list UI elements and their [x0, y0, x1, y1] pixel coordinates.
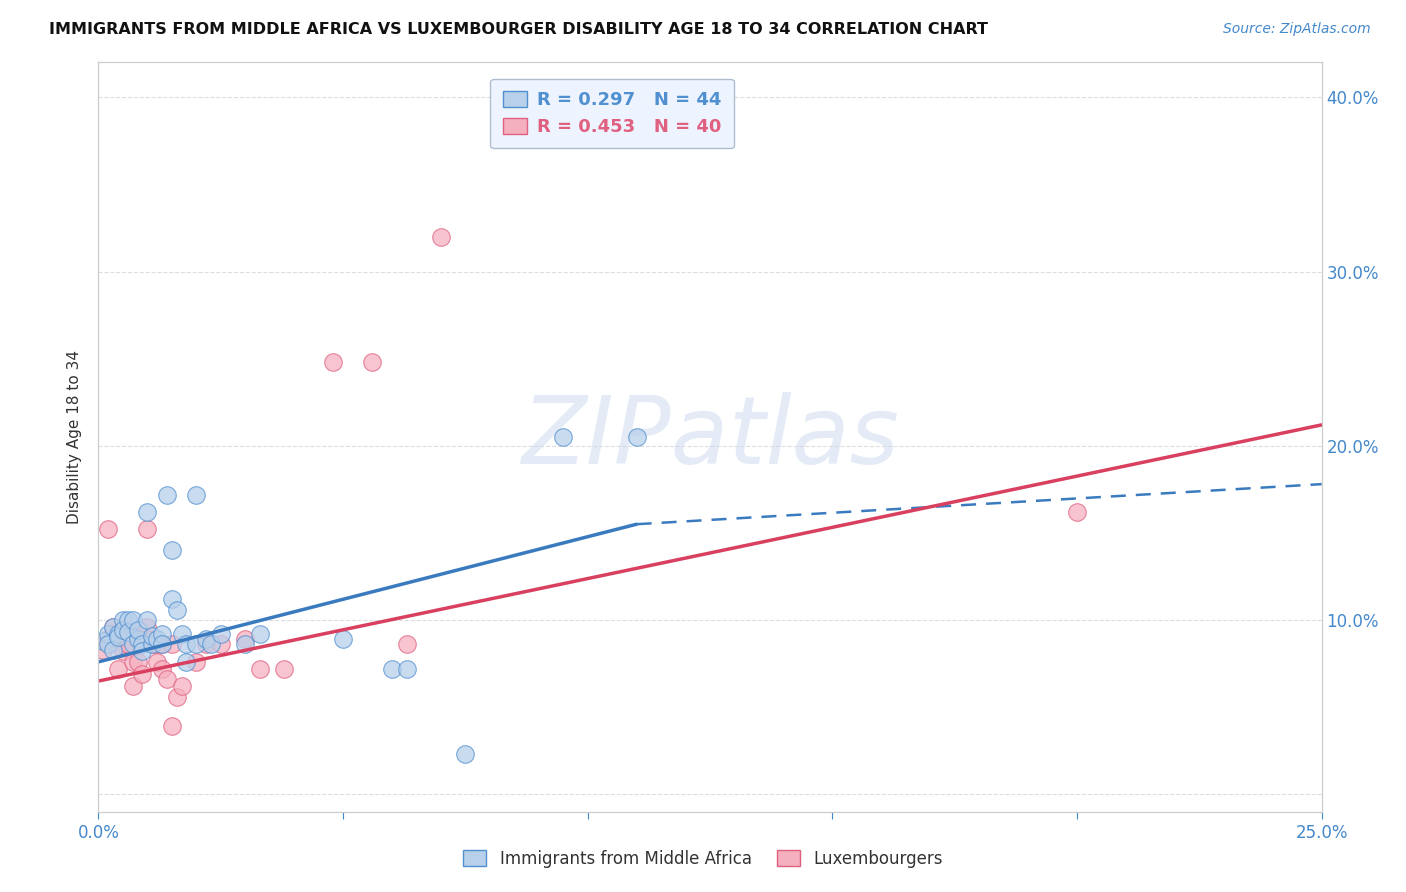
Point	[150, 662, 173, 676]
Point	[136, 632, 159, 647]
Point	[127, 655, 149, 669]
Point	[111, 613, 134, 627]
Point	[166, 602, 188, 616]
Point	[111, 644, 134, 658]
Point	[91, 642, 114, 657]
Point	[150, 627, 173, 641]
Point	[101, 627, 124, 641]
Point	[395, 662, 418, 676]
Point	[186, 487, 208, 501]
Text: Source: ZipAtlas.com: Source: ZipAtlas.com	[1223, 22, 1371, 37]
Point	[121, 679, 143, 693]
Point	[176, 637, 198, 651]
Legend: R = 0.297   N = 44, R = 0.453   N = 40: R = 0.297 N = 44, R = 0.453 N = 40	[491, 78, 734, 148]
Point	[136, 613, 159, 627]
Point	[1066, 505, 1088, 519]
Point	[322, 355, 344, 369]
Point	[273, 662, 295, 676]
Point	[200, 637, 222, 651]
Point	[97, 627, 120, 641]
Point	[233, 637, 256, 651]
Point	[101, 620, 124, 634]
Point	[381, 662, 404, 676]
Point	[107, 662, 129, 676]
Point	[454, 747, 477, 762]
Point	[111, 624, 134, 638]
Point	[121, 655, 143, 669]
Point	[121, 637, 143, 651]
Point	[170, 679, 193, 693]
Point	[97, 637, 120, 651]
Point	[186, 637, 208, 651]
Point	[160, 637, 183, 651]
Point	[150, 637, 173, 651]
Point	[176, 655, 198, 669]
Point	[127, 624, 149, 638]
Point	[136, 523, 159, 537]
Point	[233, 632, 256, 647]
Point	[146, 632, 169, 647]
Point	[101, 620, 124, 634]
Point	[146, 655, 169, 669]
Text: ZIPatlas: ZIPatlas	[522, 392, 898, 483]
Point	[160, 719, 183, 733]
Point	[117, 637, 139, 651]
Point	[160, 592, 183, 607]
Text: IMMIGRANTS FROM MIDDLE AFRICA VS LUXEMBOURGER DISABILITY AGE 18 TO 34 CORRELATIO: IMMIGRANTS FROM MIDDLE AFRICA VS LUXEMBO…	[49, 22, 988, 37]
Point	[97, 523, 120, 537]
Point	[136, 505, 159, 519]
Point	[170, 627, 193, 641]
Point	[91, 634, 114, 648]
Point	[107, 631, 129, 645]
Point	[127, 632, 149, 647]
Point	[101, 642, 124, 657]
Point	[136, 620, 159, 634]
Point	[156, 673, 179, 687]
Y-axis label: Disability Age 18 to 34: Disability Age 18 to 34	[67, 350, 83, 524]
Point	[141, 629, 163, 643]
Point	[160, 543, 183, 558]
Point	[156, 487, 179, 501]
Point	[117, 625, 139, 640]
Point	[117, 613, 139, 627]
Point	[127, 632, 149, 647]
Point	[150, 637, 173, 651]
Point	[186, 655, 208, 669]
Point	[107, 632, 129, 647]
Point	[395, 637, 418, 651]
Point	[361, 355, 384, 369]
Point	[141, 637, 163, 651]
Point	[107, 627, 129, 641]
Point	[117, 625, 139, 640]
Point	[166, 690, 188, 704]
Legend: Immigrants from Middle Africa, Luxembourgers: Immigrants from Middle Africa, Luxembour…	[457, 844, 949, 875]
Point	[195, 637, 218, 651]
Point	[141, 637, 163, 651]
Point	[97, 632, 120, 647]
Point	[209, 637, 232, 651]
Point	[121, 613, 143, 627]
Point	[553, 430, 575, 444]
Point	[249, 627, 271, 641]
Point	[131, 644, 153, 658]
Point	[131, 637, 153, 651]
Point	[111, 637, 134, 651]
Point	[209, 627, 232, 641]
Point	[332, 632, 354, 647]
Point	[626, 430, 648, 444]
Point	[249, 662, 271, 676]
Point	[131, 667, 153, 681]
Point	[430, 229, 453, 244]
Point	[195, 632, 218, 647]
Point	[146, 637, 169, 651]
